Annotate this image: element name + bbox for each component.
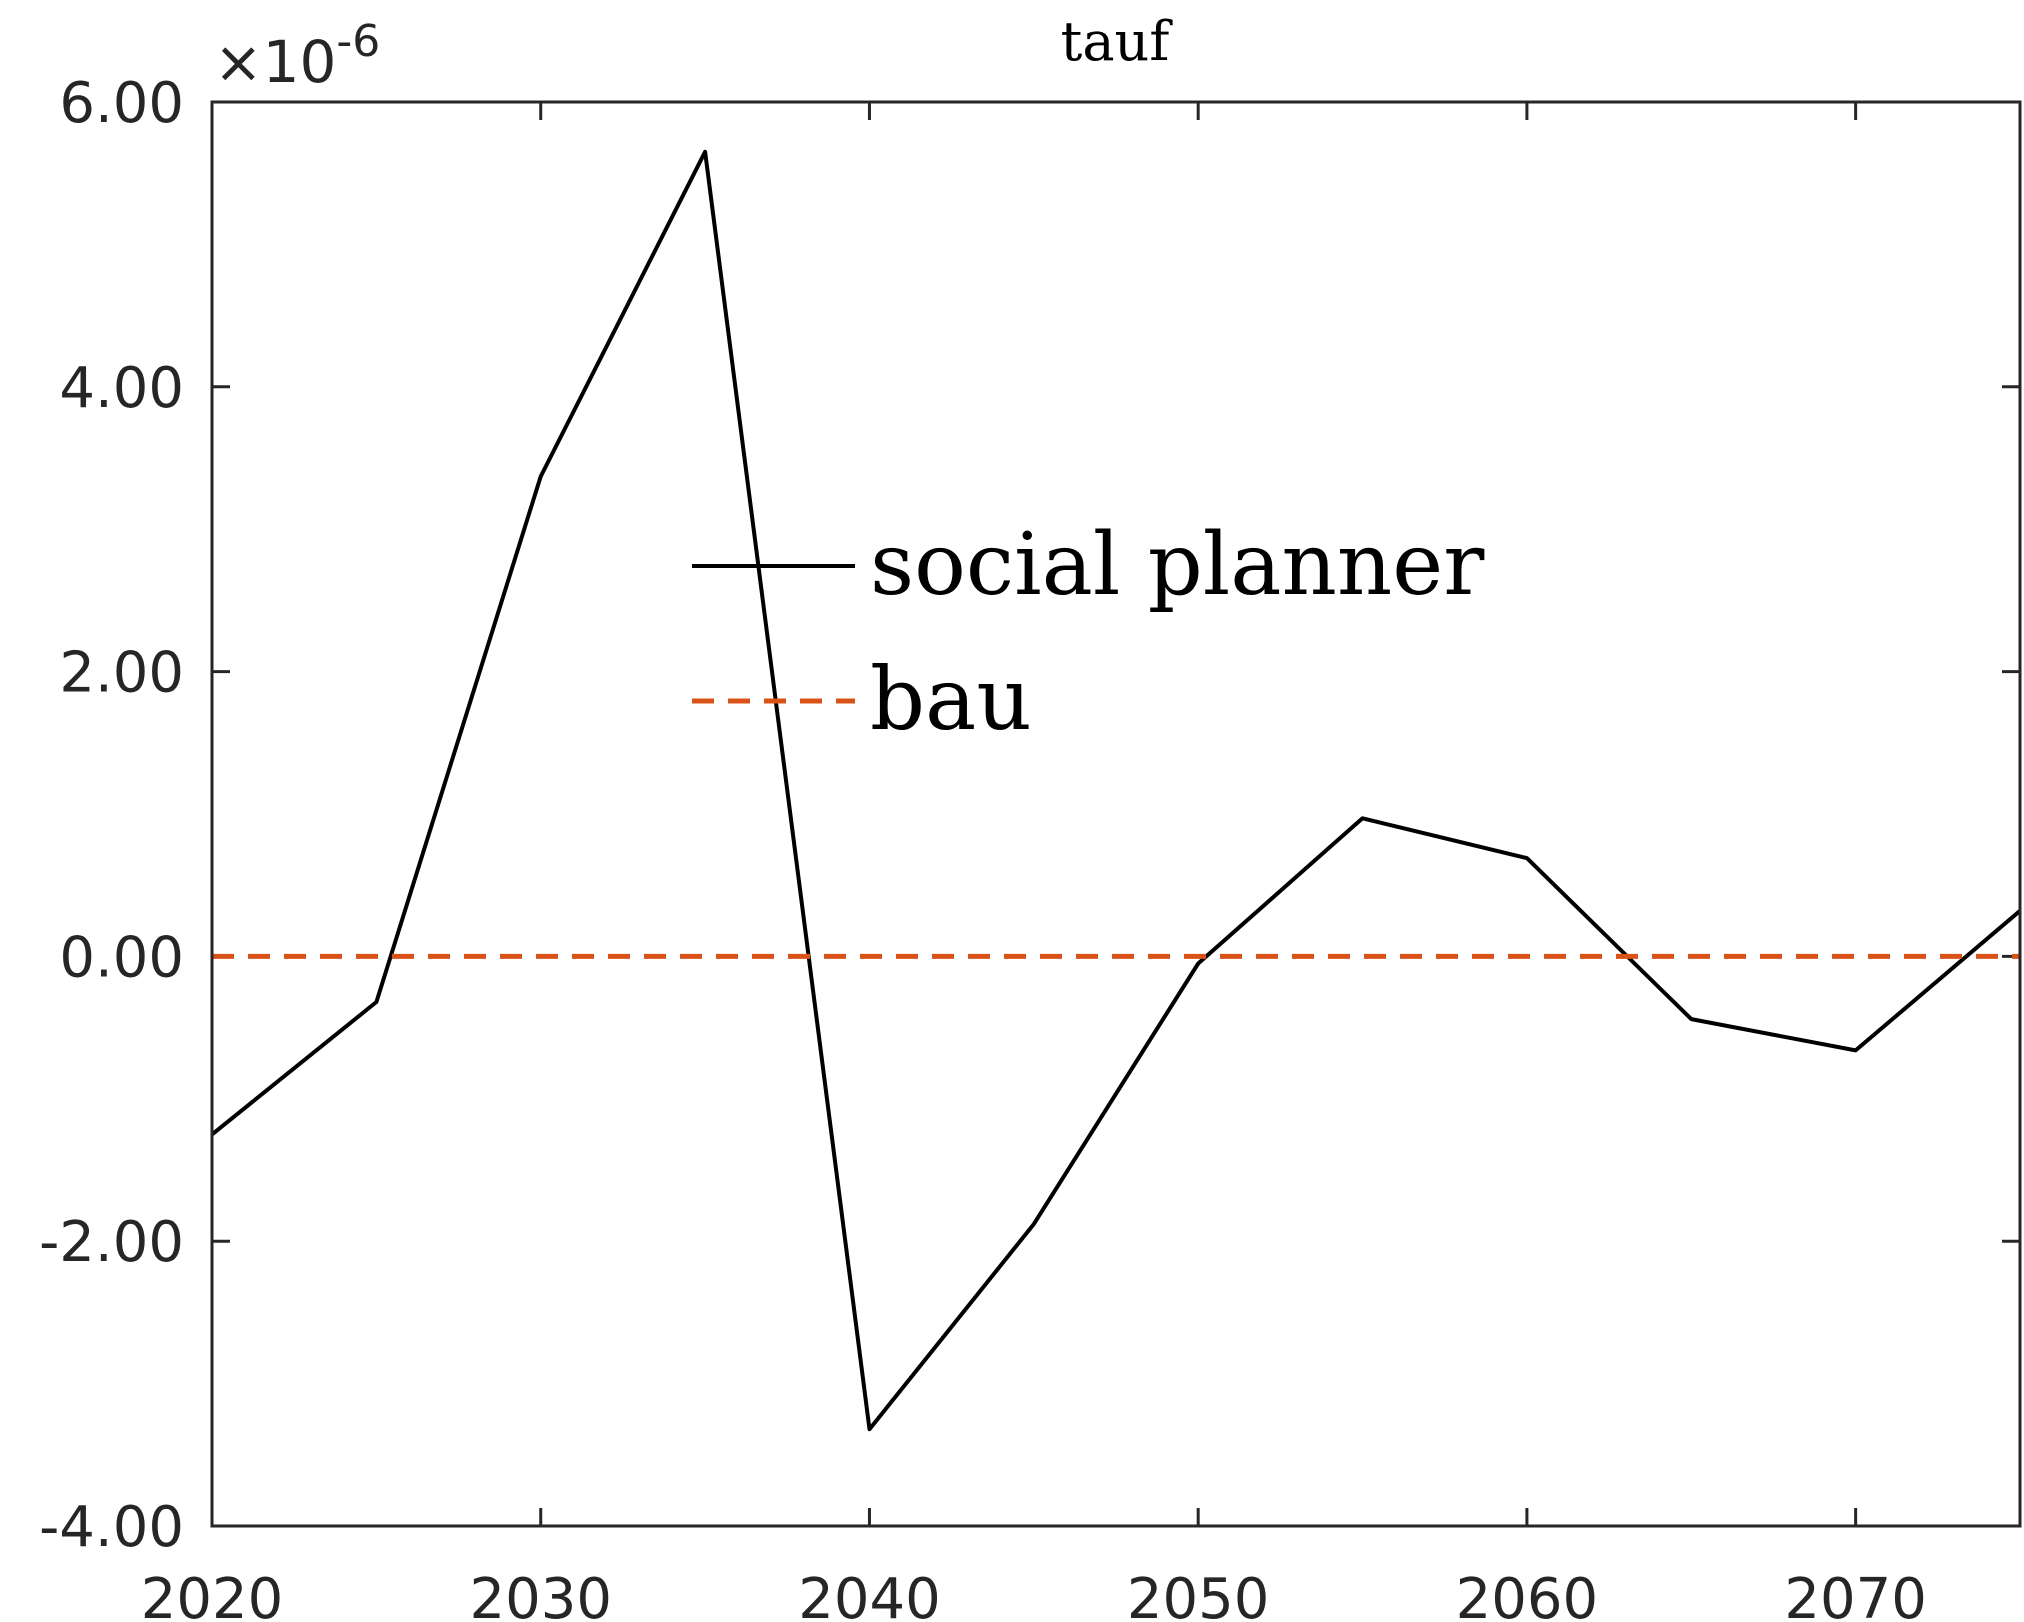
x-tick-label: 2020 <box>141 1567 284 1622</box>
plot-series <box>210 149 2022 1432</box>
y-exponent-power: -6 <box>336 16 380 67</box>
x-tick-label: 2040 <box>798 1567 941 1622</box>
x-tick-label: 2060 <box>1456 1567 1599 1622</box>
y-tick-label: 4.00 <box>59 356 184 421</box>
y-exponent-base: ×10 <box>214 28 336 96</box>
x-tick-label: 2050 <box>1127 1567 1270 1622</box>
y-tick-label: -2.00 <box>39 1210 184 1275</box>
legend-label-bau: bau <box>870 650 1032 750</box>
axis-ticks: 2020 2030 2040 2050 2060 2070 -4.00 -2.00 0.00 2.… <box>39 71 2020 1622</box>
x-tick-label: 2030 <box>469 1567 612 1622</box>
series-line-social-planner <box>210 149 2022 1432</box>
x-tick-label: 2070 <box>1784 1567 1927 1622</box>
y-tick-label: -4.00 <box>39 1495 184 1560</box>
y-tick-label: 2.00 <box>59 641 184 706</box>
plot-area-border <box>210 100 2022 1528</box>
y-tick-label: 0.00 <box>59 925 184 990</box>
y-exponent-label: ×10-6 <box>214 16 380 96</box>
y-tick-label: 6.00 <box>59 71 184 136</box>
chart-title: tauf <box>1061 10 1174 73</box>
legend: social planner bau <box>692 515 1485 750</box>
legend-label-social-planner: social planner <box>870 515 1485 615</box>
svg-text:×10-6: ×10-6 <box>214 16 380 96</box>
